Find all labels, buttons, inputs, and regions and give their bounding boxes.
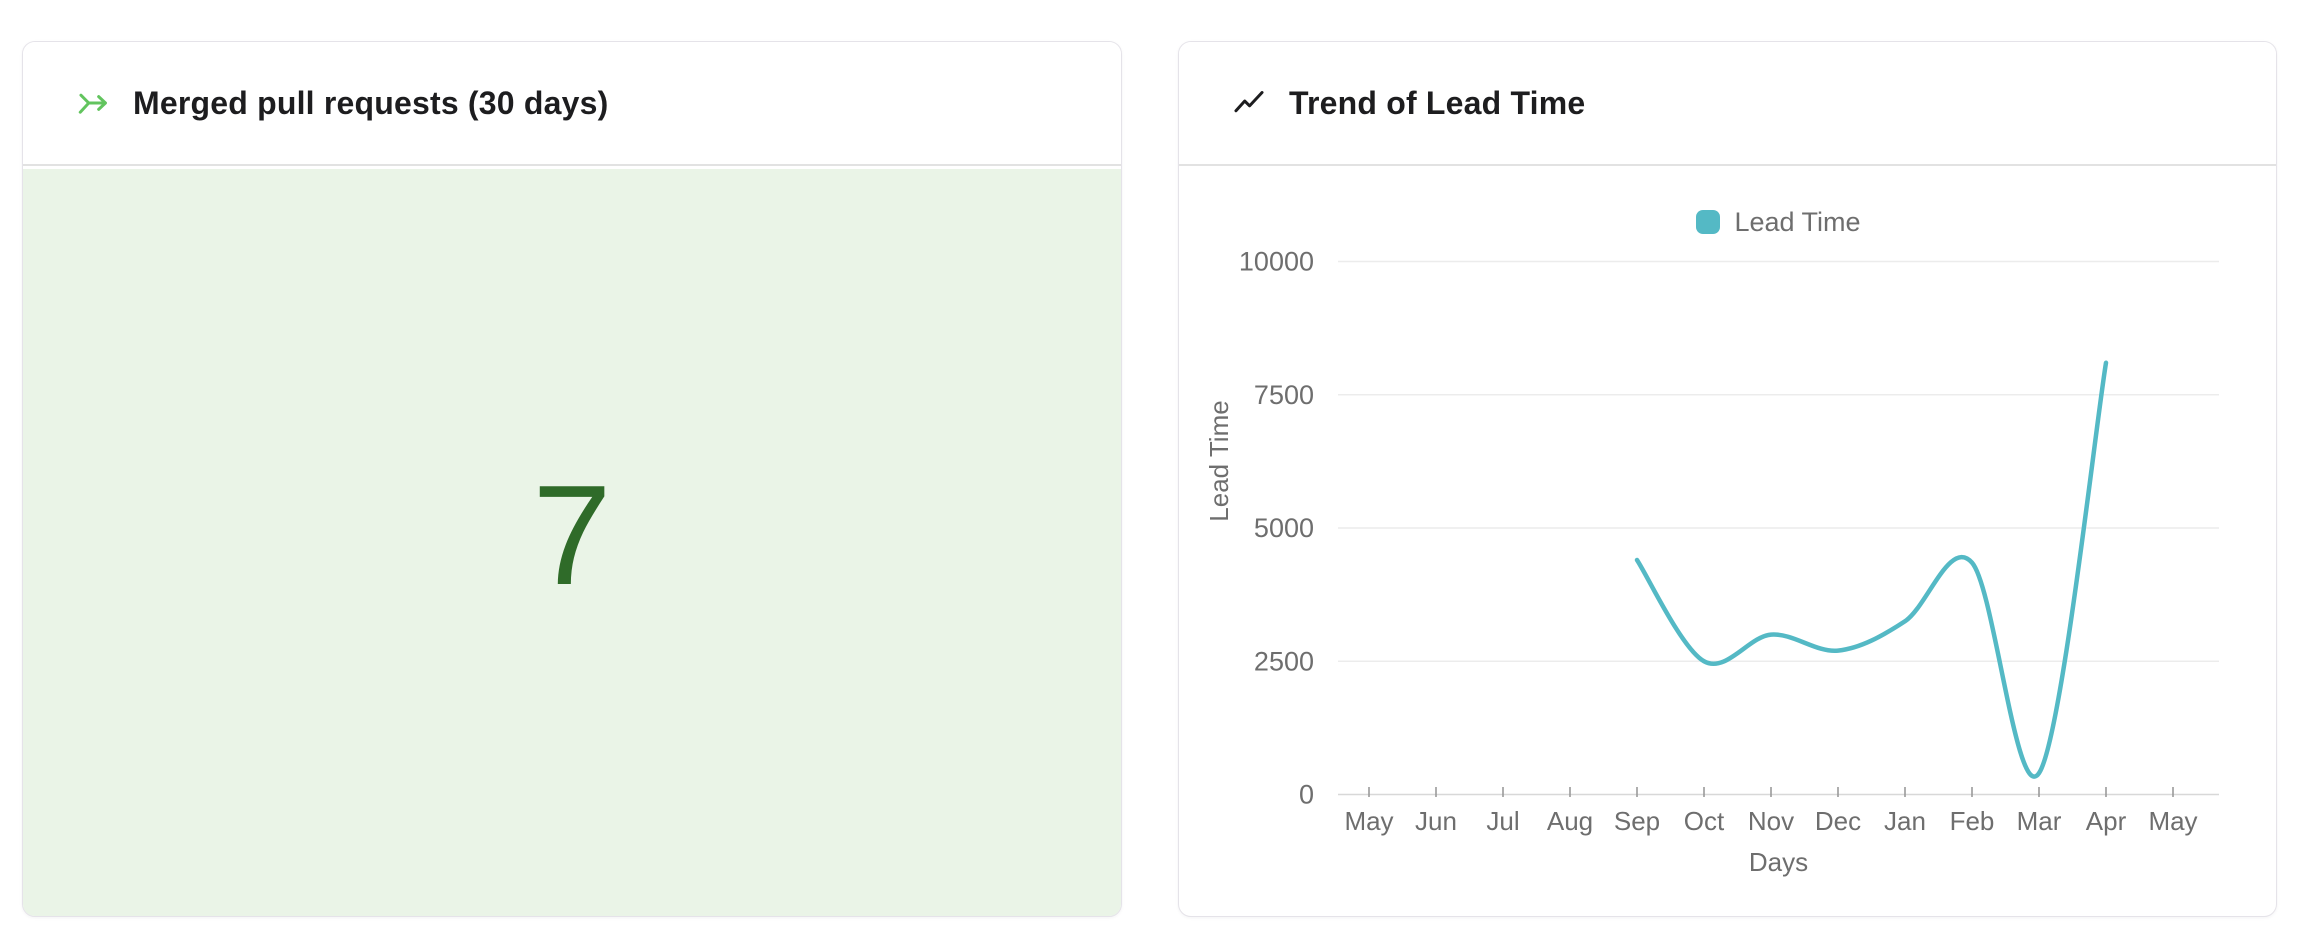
x-tick-label: Feb (1950, 806, 1995, 836)
x-tick-label: Sep (1614, 806, 1660, 836)
y-tick-label: 7500 (1254, 379, 1314, 409)
merge-arrow-icon (78, 93, 107, 114)
pr-count-value: 7 (532, 456, 612, 616)
x-tick-label: Apr (2086, 806, 2127, 836)
lead-time-trend-card: Trend of Lead Time Lead Time 0 2500 5000 75… (1178, 41, 2277, 917)
y-tick-label: 0 (1299, 779, 1314, 809)
x-tick-label: May (1344, 806, 1393, 836)
x-tick-label: May (2148, 806, 2197, 836)
merged-pr-card-title: Merged pull requests (30 days) (133, 84, 609, 121)
y-tick-label: 10000 (1239, 246, 1314, 276)
trend-up-icon (1234, 91, 1264, 113)
lead-time-card-title: Trend of Lead Time (1289, 84, 1586, 121)
lead-time-card-header: Trend of Lead Time (1179, 42, 2276, 166)
y-tick-label: 2500 (1254, 646, 1314, 676)
x-tick-label: Oct (1684, 806, 1725, 836)
merged-pr-card-header: Merged pull requests (30 days) (23, 42, 1121, 166)
lead-time-line (1634, 360, 2109, 779)
x-axis-title: Days (1749, 847, 1808, 877)
merged-pr-count-panel: 7 (23, 168, 1121, 916)
x-tick-label: Aug (1547, 806, 1593, 836)
x-tick-label: Jan (1884, 806, 1926, 836)
x-tick-label: Mar (2017, 806, 2062, 836)
x-tick-label: Dec (1815, 806, 1861, 836)
legend-item-lead-time[interactable]: Lead Time (1338, 207, 2219, 238)
lead-time-chart: 0 2500 5000 7500 10000 May Jun Jul Aug Sep Oct Nov D… (1204, 246, 2219, 877)
legend-swatch (1696, 210, 1721, 234)
lead-time-chart-area: Lead Time 0 2500 5000 7500 10000 May Jun Jul Aug… (1179, 169, 2276, 917)
x-tick-label: Jun (1415, 806, 1457, 836)
y-tick-label: 5000 (1254, 513, 1314, 543)
x-tick-label: Nov (1748, 806, 1794, 836)
merged-pr-card: Merged pull requests (30 days) 7 (22, 41, 1122, 917)
legend-label: Lead Time (1734, 206, 1861, 237)
y-axis-title: Lead Time (1204, 400, 1234, 521)
x-tick-label: Jul (1486, 806, 1519, 836)
